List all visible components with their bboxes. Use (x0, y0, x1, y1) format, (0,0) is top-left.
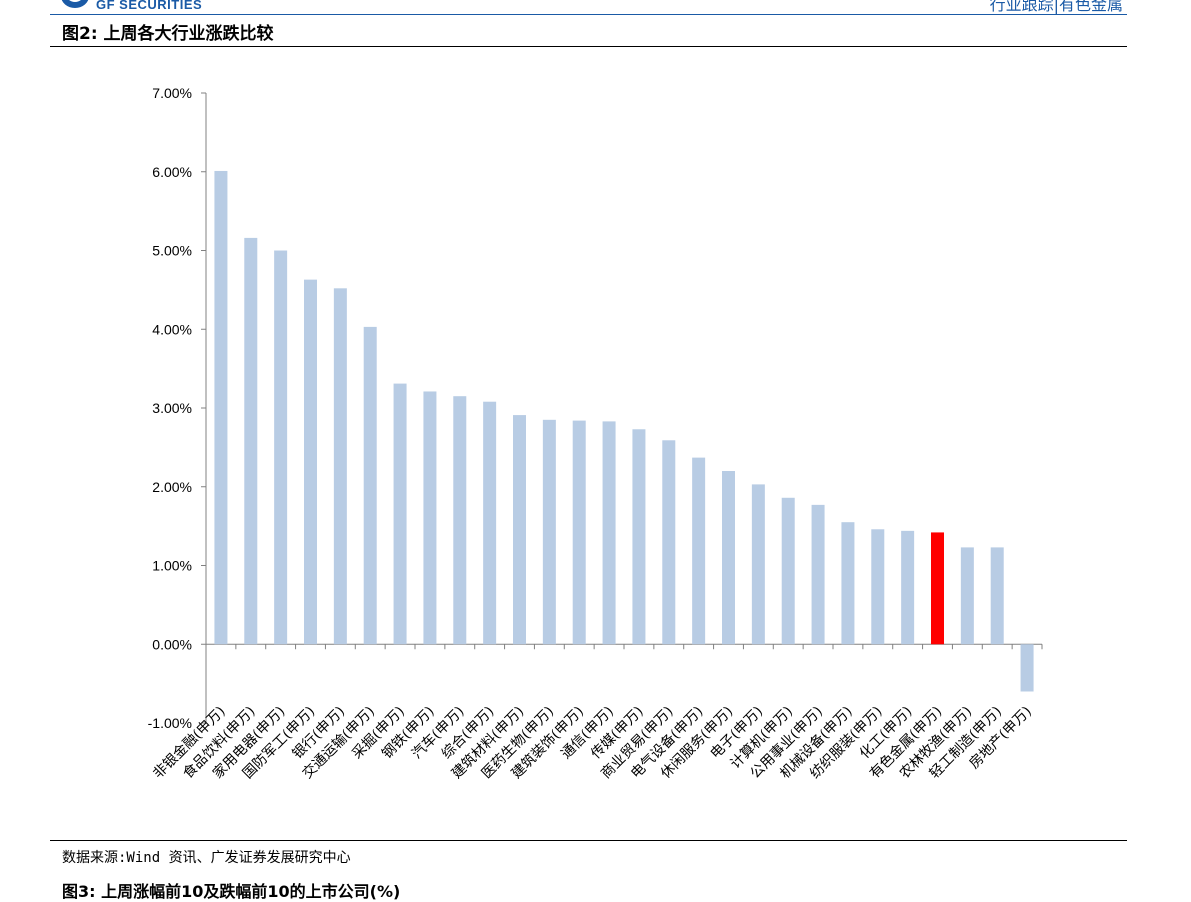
bar (393, 383, 407, 645)
y-tick-label: -1.00% (148, 715, 192, 731)
bar (871, 529, 885, 645)
y-tick-label: 2.00% (152, 479, 192, 495)
source-divider (50, 840, 1127, 841)
bar (1020, 644, 1034, 692)
bar (811, 504, 825, 645)
bar (960, 547, 974, 645)
bar (214, 170, 228, 645)
bar (990, 547, 1004, 645)
y-tick-label: 5.00% (152, 243, 192, 259)
report-category: 行业跟踪|有色金属 (989, 0, 1123, 14)
y-tick-label: 4.00% (152, 321, 192, 337)
bar (692, 457, 706, 645)
company-logo: GF SECURITIES (60, 0, 202, 12)
bar (751, 484, 765, 645)
figure-title: 图2: 上周各大行业涨跌比较 (62, 24, 274, 44)
bar (274, 250, 288, 645)
bar (304, 279, 317, 645)
bar (602, 421, 616, 645)
bar-chart: -1.00% 0.00% 1.00% 2.00% 3.00% 4.00% 5.00% 6.00… (148, 85, 1043, 782)
bar (423, 391, 437, 645)
bar (632, 429, 646, 645)
bar (363, 326, 377, 645)
bar (841, 522, 855, 645)
y-tick-label: 0.00% (152, 636, 192, 652)
bar (662, 440, 676, 645)
bar (244, 237, 258, 645)
y-tick-label: 6.00% (152, 164, 192, 180)
bar (513, 415, 526, 645)
title-divider (50, 46, 1127, 47)
bar (781, 497, 795, 645)
next-figure-title: 图3: 上周涨幅前10及跌幅前10的上市公司(%) (62, 882, 401, 901)
y-tick-label: 1.00% (152, 558, 192, 574)
header-divider (50, 14, 1127, 15)
bar (542, 419, 556, 645)
bar (572, 420, 586, 645)
logo-text: GF SECURITIES (96, 0, 203, 12)
y-tick-label: 3.00% (152, 400, 192, 416)
bar (901, 530, 915, 645)
bar (333, 288, 347, 645)
bar (483, 401, 497, 645)
bar (931, 532, 944, 645)
logo-icon (61, 0, 89, 8)
bar (453, 396, 467, 645)
bar (722, 471, 735, 645)
y-tick-label: 7.00% (152, 85, 192, 101)
data-source: 数据来源:Wind 资讯、广发证券发展研究中心 (62, 850, 351, 866)
